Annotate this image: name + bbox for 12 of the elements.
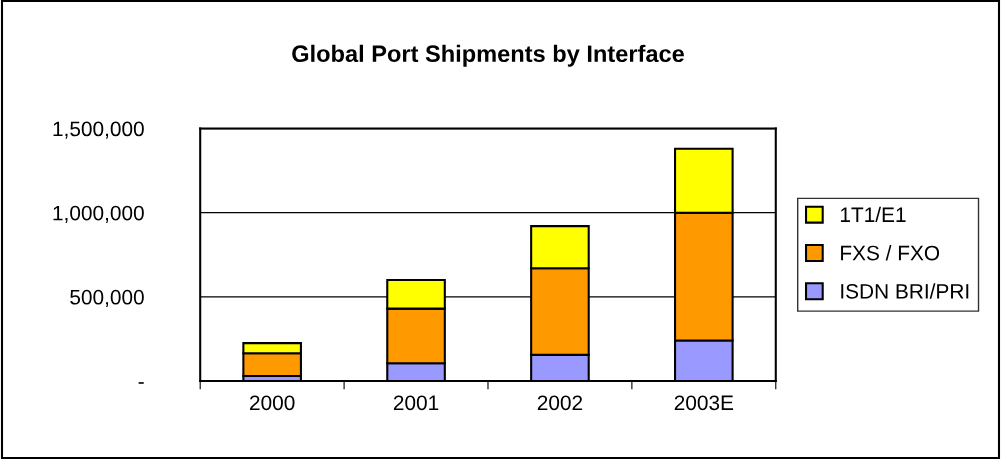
y-tick-label: 1,000,000: [53, 205, 144, 223]
x-tick-label: 2001: [393, 395, 439, 411]
legend-label: ISDN BRI/PRI: [841, 283, 969, 299]
y-tick-label: -: [138, 382, 144, 384]
y-tick-label: 500,000: [70, 289, 144, 308]
chart-title: Global Port Shipments by Interface: [292, 44, 684, 67]
x-tick-label: 2003E: [674, 395, 734, 411]
x-tick-label: 2002: [537, 395, 583, 411]
legend-label: FXS / FXO: [841, 245, 940, 261]
x-tick-label: 2000: [250, 395, 295, 411]
legend-label: 1T1/E1: [840, 206, 906, 223]
y-tick-label: 1,500,000: [53, 121, 144, 139]
